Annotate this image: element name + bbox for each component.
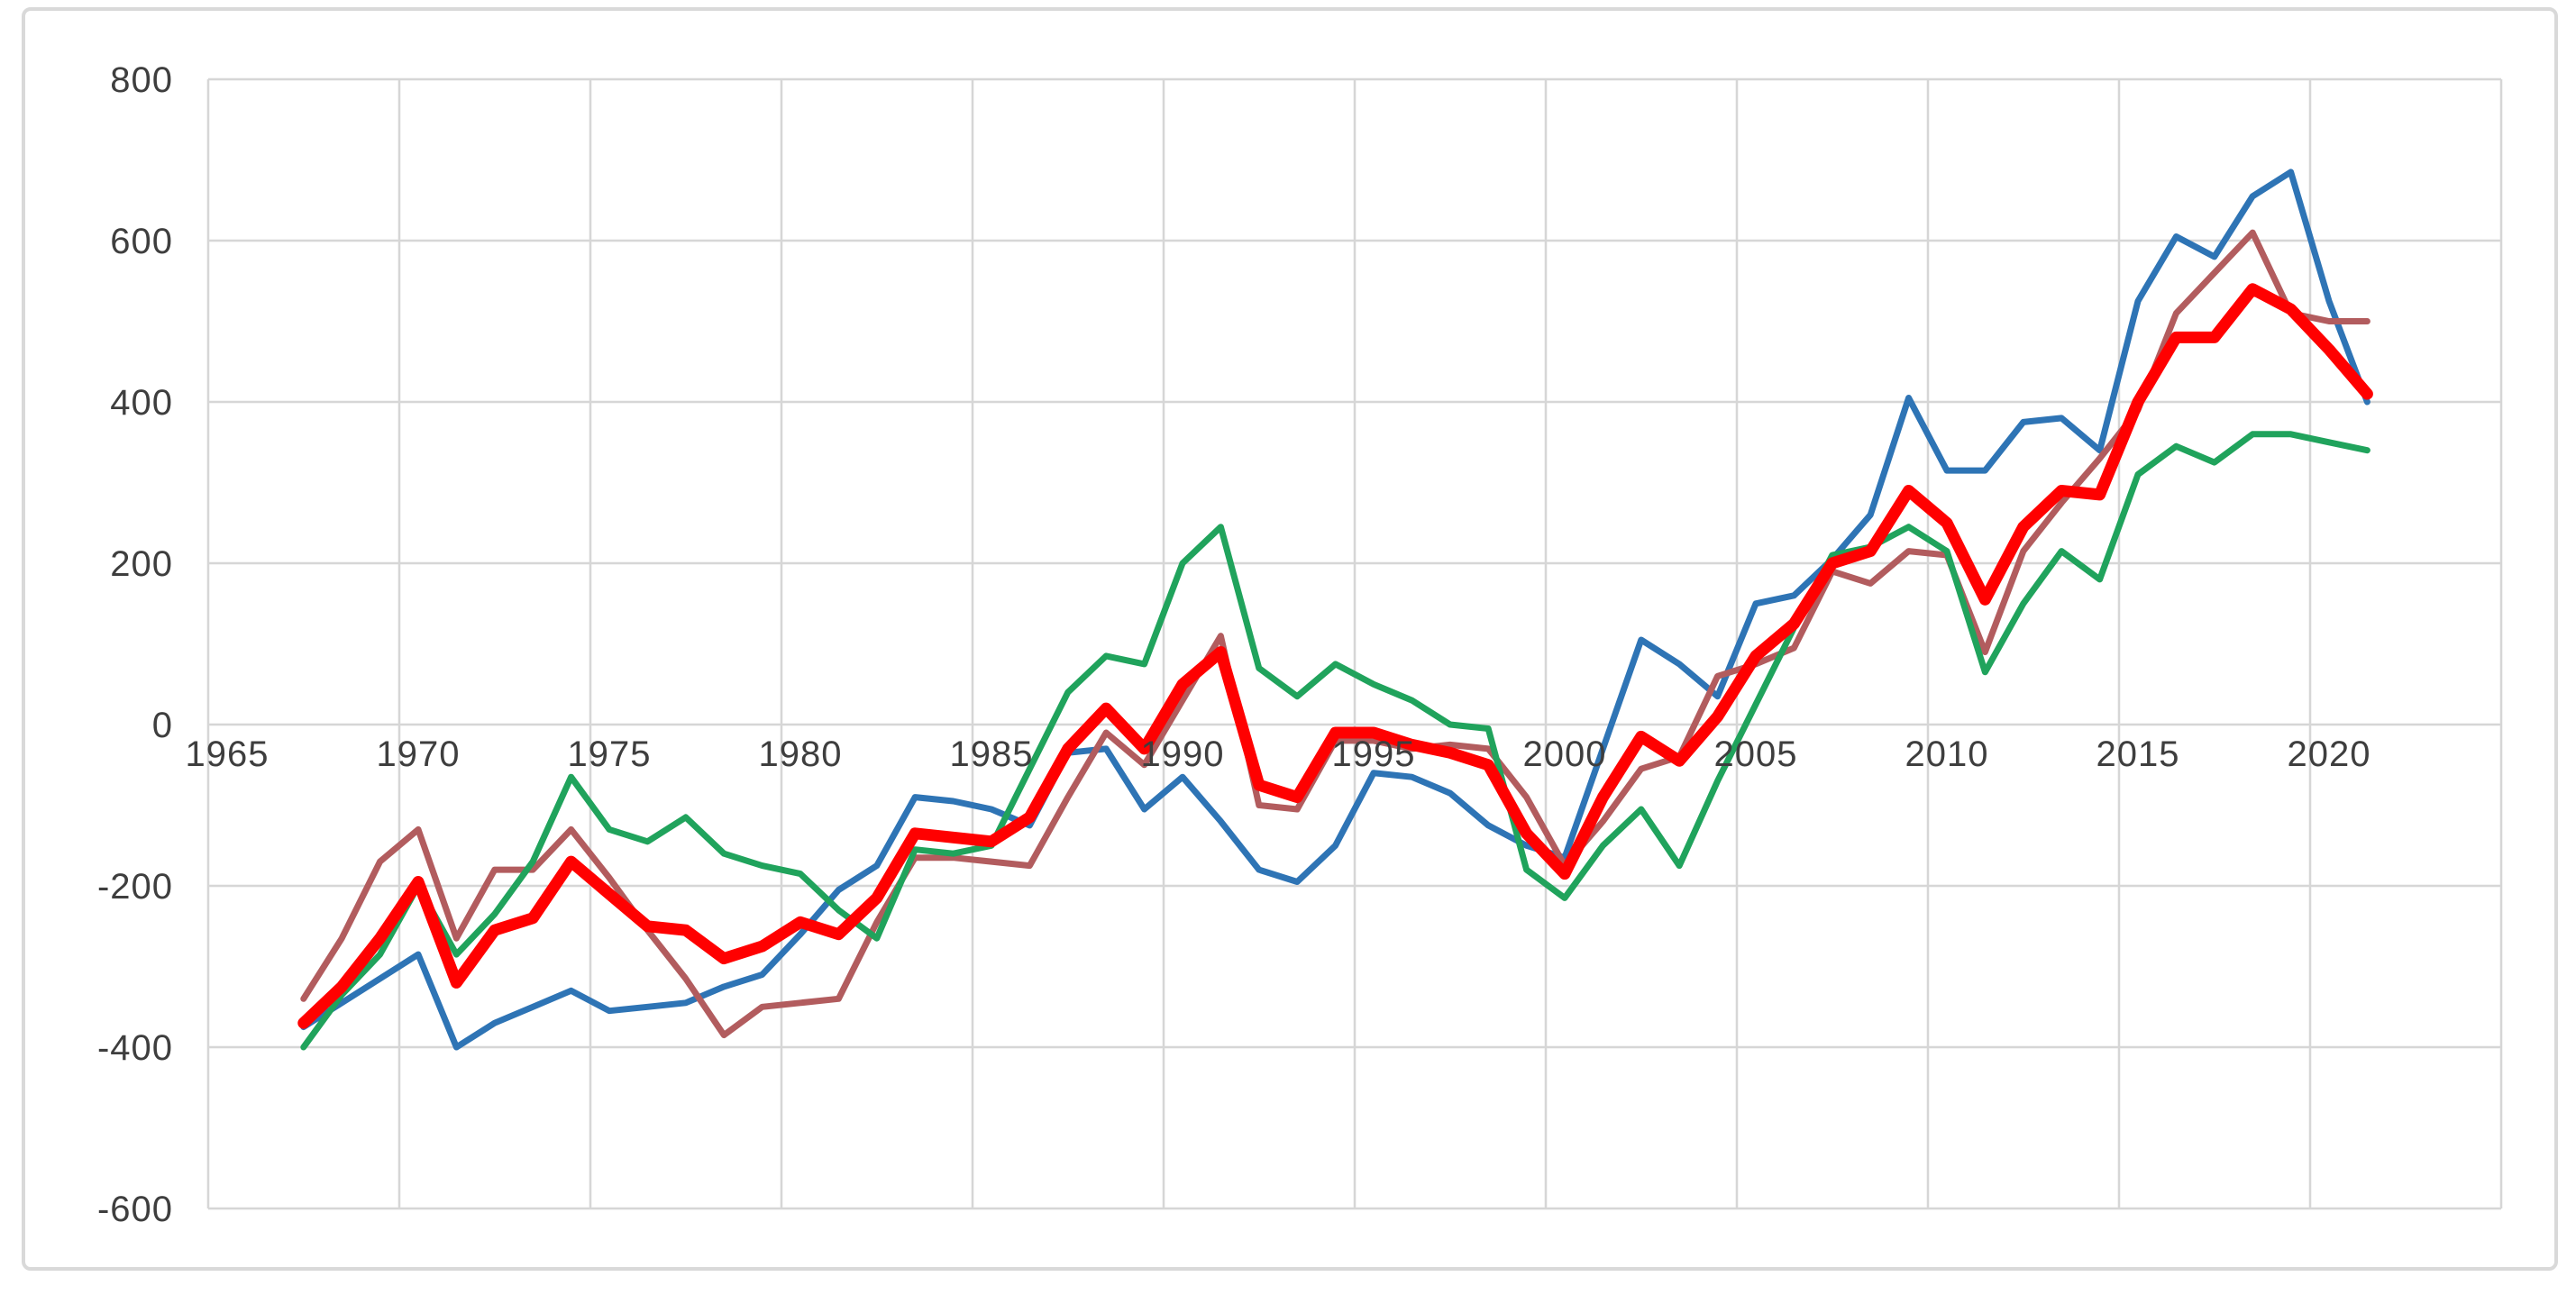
- chart-outer-border: [22, 7, 2558, 1271]
- x-tick-label: 2020: [2288, 734, 2371, 774]
- x-tick-label: 2005: [1714, 734, 1798, 774]
- y-tick-label: 800: [110, 60, 173, 100]
- y-tick-label: -200: [97, 867, 173, 907]
- series-blue-line: [300, 169, 2370, 1051]
- y-tick-label: 400: [110, 383, 173, 423]
- x-tick-label: 1990: [1141, 734, 1225, 774]
- gridlines-group: [206, 78, 2503, 1210]
- series-group: [297, 169, 2373, 1051]
- series-green-line: [300, 431, 2370, 1051]
- y-tick-label: 0: [152, 706, 173, 745]
- x-tick-label: 2000: [1523, 734, 1607, 774]
- x-tick-label: 1975: [568, 734, 652, 774]
- y-tick-label: -600: [97, 1190, 173, 1229]
- x-tick-label: 2010: [1905, 734, 1989, 774]
- y-axis-tick-labels: 800 600 400 200 0 -200 -400 -600: [97, 60, 173, 1229]
- x-tick-label: 2015: [2096, 734, 2180, 774]
- y-tick-label: -400: [97, 1028, 173, 1068]
- x-tick-label: 1980: [759, 734, 843, 774]
- x-tick-label: 1970: [377, 734, 461, 774]
- series-red-bold-line: [297, 283, 2373, 1029]
- y-tick-label: 600: [110, 222, 173, 261]
- x-tick-label: 1985: [950, 734, 1034, 774]
- y-tick-label: 200: [110, 544, 173, 584]
- x-tick-label: 1965: [186, 734, 269, 774]
- x-tick-label: 1995: [1332, 734, 1416, 774]
- x-axis-tick-labels: 1965 1970 1975 1980 1985 1990 1995 2000 2005 2010…: [186, 734, 2371, 774]
